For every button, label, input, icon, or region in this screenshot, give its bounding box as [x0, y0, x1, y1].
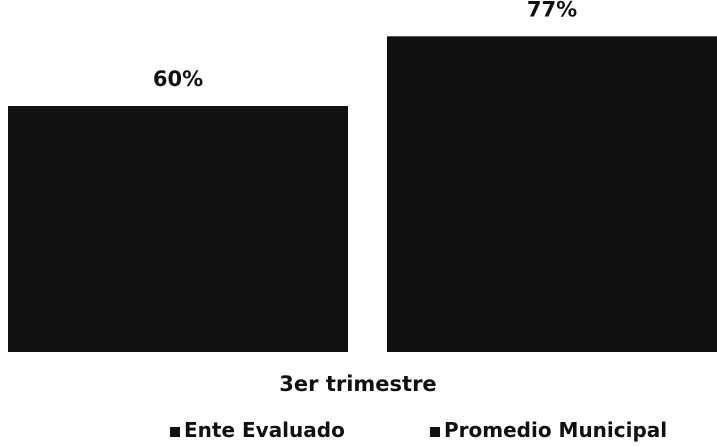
legend-label-promedio-municipal: Promedio Municipal: [444, 418, 667, 442]
legend-label-ente-evaluado: Ente Evaluado: [184, 418, 345, 442]
bar-ente-evaluado: [8, 106, 348, 352]
data-labels-group: 60% 77%: [153, 0, 577, 91]
data-label-ente-evaluado: 60%: [153, 67, 203, 91]
bar-promedio-municipal: [387, 36, 717, 353]
x-axis-category-label: 3er trimestre: [279, 372, 436, 396]
legend-swatch-promedio-municipal: [430, 427, 440, 437]
legend-swatch-ente-evaluado: [170, 427, 180, 437]
bars-group: [8, 36, 717, 353]
data-label-promedio-municipal: 77%: [527, 0, 577, 21]
legend: Ente Evaluado Promedio Municipal: [170, 418, 667, 442]
